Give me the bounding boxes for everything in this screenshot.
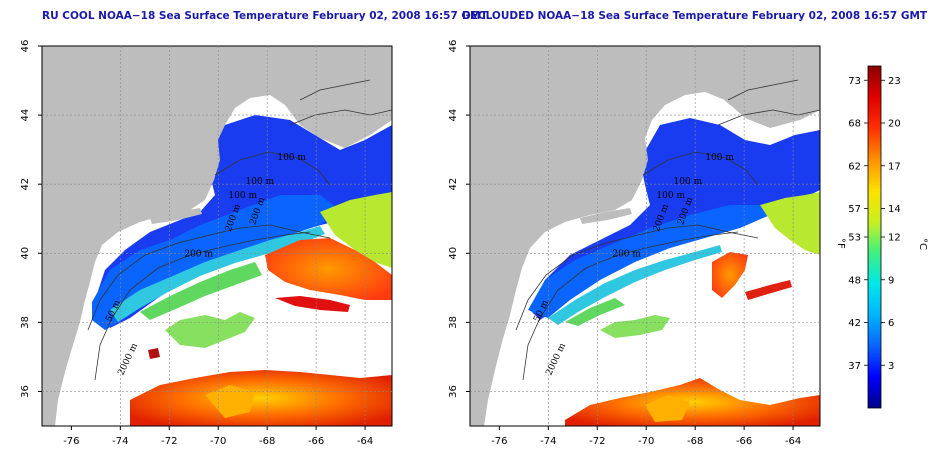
lat-tick-label: 44 [20, 109, 31, 122]
right-panel-title: DECLOUDED NOAA−18 Sea Surface Temperatur… [462, 10, 928, 22]
colorbar-c-label: 17 [888, 161, 901, 172]
lat-tick-label: 38 [448, 316, 459, 329]
colorbar-f-label: 57 [848, 204, 861, 215]
lon-tick-label: -72 [161, 436, 177, 447]
lon-tick-label: -66 [736, 436, 752, 447]
right-map-frame [469, 45, 821, 427]
lat-tick-label: 40 [20, 247, 31, 260]
warm-filament [275, 296, 350, 312]
colorbar [867, 65, 882, 409]
contour-label: 100 m [656, 191, 685, 201]
right-map-panel [470, 46, 820, 426]
slope-green-water [565, 298, 625, 326]
colorbar-f-label: 48 [848, 275, 861, 286]
warm-filament [745, 280, 792, 300]
left-map-frame [41, 45, 393, 427]
lon-tick-label: -74 [540, 436, 556, 447]
red-spot [148, 348, 160, 359]
colorbar-f-label: 68 [848, 119, 861, 130]
lat-tick-label: 40 [448, 247, 459, 260]
colorbar-c-label: 6 [888, 318, 894, 329]
lat-tick-label: 36 [20, 385, 31, 398]
colorbar-c-label: 3 [888, 361, 894, 372]
bathymetry-contours [87, 79, 392, 381]
shelf-front-cyan [110, 226, 325, 322]
lon-tick-label: -68 [259, 436, 275, 447]
colorbar-f-label: 73 [848, 76, 861, 87]
slope-green-water [140, 262, 262, 320]
lon-tick-label: -70 [638, 436, 654, 447]
colorbar-c-label: 9 [888, 275, 894, 286]
colorbar-c-label: 14 [888, 204, 901, 215]
left-map-panel [42, 46, 392, 426]
lon-tick-label: -68 [687, 436, 703, 447]
fahrenheit-axis-label: °F [835, 238, 846, 249]
lat-tick-label: 42 [448, 178, 459, 191]
coastal-blue-water [528, 205, 770, 318]
lon-tick-label: -76 [491, 436, 507, 447]
lat-tick-label: 46 [20, 40, 31, 53]
lon-tick-label: -66 [308, 436, 324, 447]
warm-offshore-water [565, 378, 820, 426]
lon-tick-label: -76 [63, 436, 79, 447]
warm-slope-water [760, 192, 820, 255]
contour-label: 100 m [277, 153, 306, 163]
warm-offshore-core [645, 395, 690, 422]
warm-offshore-water [130, 370, 392, 426]
colorbar-c-label: 20 [888, 119, 901, 130]
land-mass [42, 46, 392, 426]
land-mass [470, 46, 820, 426]
lon-tick-label: -64 [785, 436, 801, 447]
long-island-land [580, 208, 632, 224]
nova-scotia-land [715, 50, 820, 125]
lon-tick-label: -64 [357, 436, 373, 447]
warm-offshore-core [205, 385, 255, 418]
shelf-front-cyan [548, 245, 722, 325]
lon-tick-label: -70 [210, 436, 226, 447]
bathymetry-contours [515, 79, 820, 381]
celsius-axis-label: °C [917, 238, 928, 250]
contour-label: 200 m [184, 250, 213, 260]
lat-tick-label: 42 [20, 178, 31, 191]
contour-label: 200 m [612, 250, 641, 260]
lat-tick-label: 46 [448, 40, 459, 53]
gulf-stream-warm [712, 252, 748, 298]
green-patch [165, 312, 255, 348]
lat-tick-label: 36 [448, 385, 459, 398]
lat-tick-label: 38 [20, 316, 31, 329]
gulf-stream-warm [265, 238, 392, 300]
lat-tick-label: 44 [448, 109, 459, 122]
colorbar-f-label: 53 [848, 233, 861, 244]
lon-tick-label: -72 [589, 436, 605, 447]
colorbar-f-label: 42 [848, 318, 861, 329]
colorbar-f-label: 37 [848, 361, 861, 372]
colorbar-f-label: 62 [848, 161, 861, 172]
colorbar-c-label: 12 [888, 233, 901, 244]
contour-label: 100 m [705, 153, 734, 163]
contour-label: 100 m [246, 177, 275, 187]
green-patch [600, 315, 670, 338]
contour-label: 100 m [674, 177, 703, 187]
colorbar-ticks: 73 23 68 20 62 17 57 14 53 12 48 9 42 6 37 3 [848, 76, 900, 372]
long-island-land [150, 208, 202, 224]
warm-slope-water [320, 192, 392, 268]
contour-label: 100 m [228, 191, 257, 201]
lon-tick-label: -74 [112, 436, 128, 447]
colorbar-c-label: 23 [888, 76, 901, 87]
left-panel-title: RU COOL NOAA−18 Sea Surface Temperature … [42, 10, 488, 22]
